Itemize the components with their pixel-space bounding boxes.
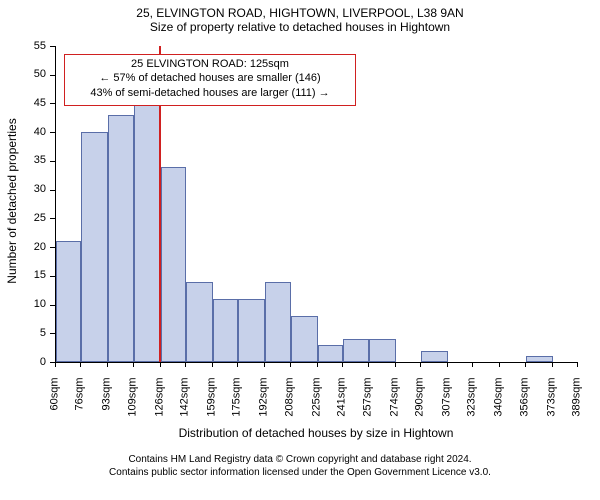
histogram-bar	[526, 356, 553, 362]
x-tick-label: 142sqm	[180, 378, 191, 438]
x-tick-label: 109sqm	[127, 378, 138, 438]
x-tick-mark	[395, 362, 396, 367]
histogram-bar	[134, 92, 161, 362]
y-tick-mark	[50, 190, 55, 191]
x-tick-mark	[368, 362, 369, 367]
inset-line1: 25 ELVINGTON ROAD: 125sqm	[65, 57, 355, 71]
x-tick-mark	[212, 362, 213, 367]
x-tick-label: 60sqm	[50, 378, 61, 438]
x-tick-mark	[160, 362, 161, 367]
histogram-bar	[265, 282, 290, 362]
histogram-bar	[108, 115, 133, 362]
footer-line2: Contains public sector information licen…	[0, 467, 600, 480]
histogram-bar	[161, 167, 186, 362]
x-tick-label: 389sqm	[572, 378, 583, 438]
x-tick-mark	[577, 362, 578, 367]
y-tick-label: 20	[16, 242, 46, 253]
x-tick-mark	[552, 362, 553, 367]
y-tick-label: 40	[16, 127, 46, 138]
chart-title-line2: Size of property relative to detached ho…	[0, 20, 600, 34]
x-tick-label: 208sqm	[284, 378, 295, 438]
x-tick-label: 241sqm	[337, 378, 348, 438]
x-tick-mark	[499, 362, 500, 367]
y-tick-mark	[50, 46, 55, 47]
y-tick-label: 45	[16, 98, 46, 109]
inset-line2: ← 57% of detached houses are smaller (14…	[65, 71, 355, 85]
chart-title-line1: 25, ELVINGTON ROAD, HIGHTOWN, LIVERPOOL,…	[0, 6, 600, 20]
footer-credits: Contains HM Land Registry data © Crown c…	[0, 454, 600, 479]
x-tick-label: 323sqm	[467, 378, 478, 438]
x-tick-label: 192sqm	[259, 378, 270, 438]
y-tick-label: 25	[16, 213, 46, 224]
inset-annotation: 25 ELVINGTON ROAD: 125sqm ← 57% of detac…	[64, 54, 356, 106]
histogram-bar	[213, 299, 238, 362]
y-tick-label: 30	[16, 184, 46, 195]
x-tick-label: 290sqm	[414, 378, 425, 438]
x-tick-mark	[55, 362, 56, 367]
y-tick-label: 50	[16, 69, 46, 80]
x-tick-mark	[237, 362, 238, 367]
histogram-bar	[291, 316, 318, 362]
y-tick-mark	[50, 161, 55, 162]
x-tick-label: 307sqm	[441, 378, 452, 438]
footer-line1: Contains HM Land Registry data © Crown c…	[0, 454, 600, 467]
x-tick-label: 126sqm	[154, 378, 165, 438]
y-tick-label: 5	[16, 328, 46, 339]
y-tick-label: 10	[16, 299, 46, 310]
histogram-bar	[318, 345, 343, 362]
x-tick-mark	[80, 362, 81, 367]
x-tick-mark	[290, 362, 291, 367]
histogram-bar	[186, 282, 213, 362]
plot-area: 25 ELVINGTON ROAD: 125sqm ← 57% of detac…	[55, 46, 578, 363]
x-tick-mark	[185, 362, 186, 367]
histogram-bar	[343, 339, 368, 362]
chart-titles: 25, ELVINGTON ROAD, HIGHTOWN, LIVERPOOL,…	[0, 0, 600, 35]
histogram-bar	[421, 351, 448, 362]
x-tick-label: 257sqm	[362, 378, 373, 438]
x-tick-label: 175sqm	[232, 378, 243, 438]
x-tick-mark	[525, 362, 526, 367]
x-tick-mark	[472, 362, 473, 367]
y-tick-label: 55	[16, 41, 46, 52]
y-tick-label: 15	[16, 270, 46, 281]
x-tick-label: 274sqm	[389, 378, 400, 438]
y-tick-mark	[50, 103, 55, 104]
x-tick-mark	[447, 362, 448, 367]
x-tick-mark	[420, 362, 421, 367]
x-tick-label: 93sqm	[102, 378, 113, 438]
inset-line3: 43% of semi-detached houses are larger (…	[65, 86, 355, 100]
histogram-bar	[56, 241, 81, 362]
y-tick-mark	[50, 247, 55, 248]
y-tick-mark	[50, 218, 55, 219]
x-tick-label: 76sqm	[75, 378, 86, 438]
x-tick-label: 340sqm	[494, 378, 505, 438]
y-tick-mark	[50, 305, 55, 306]
histogram-bar	[81, 132, 108, 362]
y-tick-mark	[50, 132, 55, 133]
x-tick-mark	[317, 362, 318, 367]
y-tick-mark	[50, 276, 55, 277]
y-tick-label: 0	[16, 357, 46, 368]
x-tick-mark	[107, 362, 108, 367]
x-tick-label: 356sqm	[519, 378, 530, 438]
histogram-bar	[369, 339, 396, 362]
x-tick-mark	[264, 362, 265, 367]
histogram-bar	[238, 299, 265, 362]
x-tick-label: 373sqm	[546, 378, 557, 438]
x-tick-mark	[133, 362, 134, 367]
x-tick-label: 225sqm	[311, 378, 322, 438]
x-tick-mark	[342, 362, 343, 367]
y-tick-mark	[50, 75, 55, 76]
x-tick-label: 159sqm	[207, 378, 218, 438]
y-tick-label: 35	[16, 155, 46, 166]
y-tick-mark	[50, 333, 55, 334]
